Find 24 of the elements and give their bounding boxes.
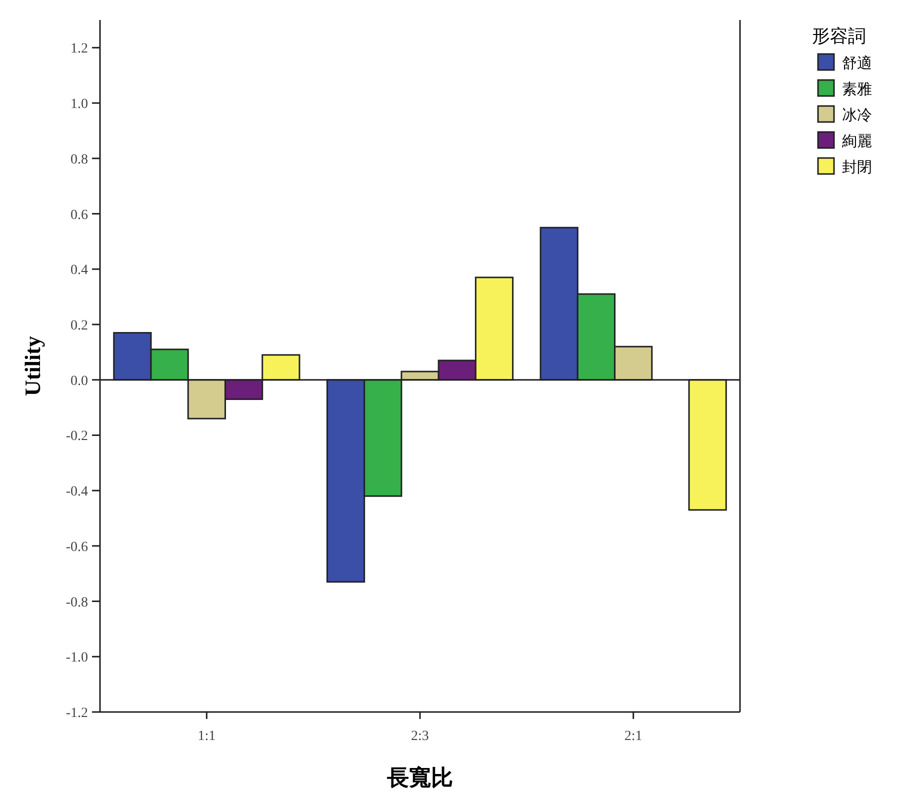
legend-title: 形容詞 [812, 26, 866, 46]
y-tick-label: -0.8 [66, 595, 88, 610]
x-tick-label: 2:3 [411, 729, 429, 744]
legend-label: 冰冷 [842, 107, 872, 124]
legend-label: 舒適 [842, 55, 872, 72]
y-tick-label: -1.2 [66, 706, 88, 721]
y-tick-label: -0.6 [66, 540, 88, 555]
y-tick-label: -0.4 [66, 484, 88, 500]
y-tick-label: 0.6 [70, 208, 88, 223]
y-tick-label: 0.0 [70, 374, 88, 389]
y-tick-label: 1.0 [70, 97, 88, 112]
y-tick-label: -0.2 [66, 429, 88, 444]
y-tick-label: -1.0 [66, 650, 88, 666]
x-tick-label: 1:1 [198, 729, 216, 744]
y-tick-label: 0.2 [70, 318, 88, 334]
legend-label: 素雅 [842, 81, 872, 98]
x-tick-label: 2:1 [624, 729, 642, 744]
legend-label: 絢麗 [841, 133, 872, 150]
y-tick-label: 0.4 [70, 263, 88, 278]
y-tick-label: 0.8 [70, 152, 88, 168]
y-axis-title: Utility [20, 336, 45, 396]
x-axis-title: 長寬比 [386, 765, 453, 790]
y-tick-label: 1.2 [70, 42, 88, 57]
legend-label: 封閉 [842, 159, 872, 176]
